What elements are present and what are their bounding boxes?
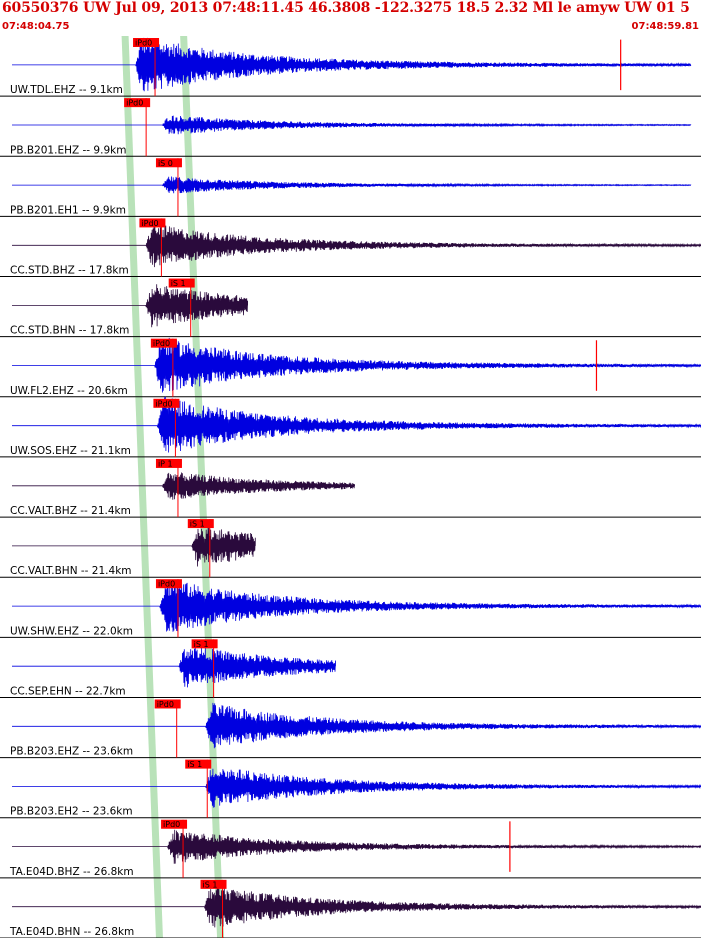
station-label: PB.B201.EHZ -- 9.9km [10, 144, 126, 156]
pick-label: iPd0 [141, 219, 158, 228]
end-time-label: 07:48:59.81 [631, 21, 699, 32]
trace-cc-valt-bhn: iS 1 CC.VALT.BHN -- 21.4km [0, 519, 701, 578]
pick-label: iPd0 [135, 39, 152, 48]
station-label: PB.B203.EHZ -- 23.6km [10, 746, 133, 758]
pick-label: iPd0 [126, 99, 143, 108]
pick-flag [187, 519, 214, 529]
trace-cc-sep-ehn: iS 1 CC.SEP.EHN -- 22.7km [0, 639, 701, 698]
station-label: CC.STD.BHN -- 17.8km [10, 325, 129, 337]
waveform-line [12, 337, 701, 393]
trace-ta-e04d-bhz: iPd0 TA.E04D.BHZ -- 26.8km [0, 819, 701, 879]
trace-uw-tdl-ehz: iPd0 UW.TDL.EHZ -- 9.1km [0, 37, 701, 97]
station-label: CC.SEP.EHN -- 22.7km [10, 685, 126, 697]
trace-uw-fl2-ehz: iPd0 UW.FL2.EHZ -- 20.6km [0, 337, 701, 398]
pick-label: iS 1 [203, 880, 218, 889]
pick-flag [161, 819, 188, 829]
plot-header: 60550376 UW Jul 09, 2013 07:48:11.45 46.… [0, 0, 701, 36]
pick-flag [200, 879, 227, 889]
pick-flag [153, 398, 180, 408]
station-label: UW.TDL.EHZ -- 9.1km [10, 84, 123, 96]
station-label: UW.SOS.EHZ -- 21.1km [10, 445, 131, 457]
pick-flag [155, 579, 182, 589]
waveform-line [12, 580, 701, 632]
trace-pb-b201-eh1: iS 0 PB.B201.EH1 -- 9.9km [0, 158, 701, 217]
waveform-line [12, 647, 336, 688]
event-title: 60550376 UW Jul 09, 2013 07:48:11.45 46.… [2, 0, 690, 16]
trace-uw-shw-ehz: iPd0 UW.SHW.EHZ -- 22.0km [0, 579, 701, 638]
pick-label: iPd0 [158, 580, 175, 589]
pick-flag [124, 98, 151, 108]
station-label: CC.VALT.BHZ -- 21.4km [10, 505, 131, 517]
pick-flag [155, 458, 182, 468]
pick-flag [133, 38, 160, 47]
pick-label: iS 1 [171, 279, 186, 288]
trace-uw-sos-ehz: iPd0 UW.SOS.EHZ -- 21.1km [0, 396, 701, 458]
waveform-line [12, 768, 701, 808]
pick-flag [155, 158, 182, 168]
p-arrival-band [121, 36, 163, 938]
waveform-line [12, 115, 692, 135]
pick-label: iPd0 [157, 700, 174, 709]
trace-pb-b201-ehz: iPd0 PB.B201.EHZ -- 9.9km [0, 98, 701, 157]
waveform-line [12, 527, 256, 567]
pick-label: iPd0 [153, 339, 170, 348]
waveform-line [12, 37, 692, 92]
pick-label: iPd0 [163, 820, 180, 829]
station-label: PB.B203.EH2 -- 23.6km [10, 806, 133, 818]
pick-flag [185, 759, 212, 769]
waveform-line [12, 176, 692, 194]
station-label: TA.E04D.BHN -- 26.8km [9, 926, 134, 938]
station-label: CC.STD.BHZ -- 17.8km [10, 265, 129, 277]
trace-pb-b203-ehz: iPd0 PB.B203.EHZ -- 23.6km [0, 699, 701, 759]
pick-flag [150, 338, 177, 348]
station-label: CC.VALT.BHN -- 21.4km [10, 565, 132, 577]
waveform-line [12, 396, 701, 453]
trace-cc-std-bhn: iS 1 CC.STD.BHN -- 17.8km [0, 278, 701, 338]
waveform-line [12, 284, 248, 328]
trace-ta-e04d-bhn: iS 1 TA.E04D.BHN -- 26.8km [0, 879, 701, 938]
pick-flag [191, 639, 218, 649]
pick-label: iS 1 [190, 520, 205, 529]
station-label: TA.E04D.BHZ -- 26.8km [9, 866, 134, 878]
pick-flag [168, 278, 195, 288]
trace-cc-std-bhz: iPd0 CC.STD.BHZ -- 17.8km [0, 218, 701, 278]
pick-label: iS 1 [187, 760, 202, 769]
waveform-line [12, 702, 701, 749]
pick-label: iP 1 [158, 459, 173, 468]
pick-label: iS 1 [194, 640, 209, 649]
waveform-line [12, 472, 355, 500]
pick-flag [139, 218, 166, 228]
waveform-line [12, 829, 701, 864]
station-label: UW.FL2.EHZ -- 20.6km [10, 385, 128, 397]
pick-flag [154, 699, 181, 709]
trace-pb-b203-eh2: iS 1 PB.B203.EH2 -- 23.6km [0, 759, 701, 819]
waveform-line [12, 224, 701, 268]
pick-label: iS 0 [158, 159, 173, 168]
station-label: PB.B201.EH1 -- 9.9km [10, 204, 126, 216]
waveform-line [12, 885, 701, 928]
start-time-label: 07:48:04.75 [2, 21, 70, 32]
pick-label: iPd0 [155, 399, 172, 408]
trace-cc-valt-bhz: iP 1 CC.VALT.BHZ -- 21.4km [0, 458, 701, 518]
station-label: UW.SHW.EHZ -- 22.0km [10, 625, 133, 637]
